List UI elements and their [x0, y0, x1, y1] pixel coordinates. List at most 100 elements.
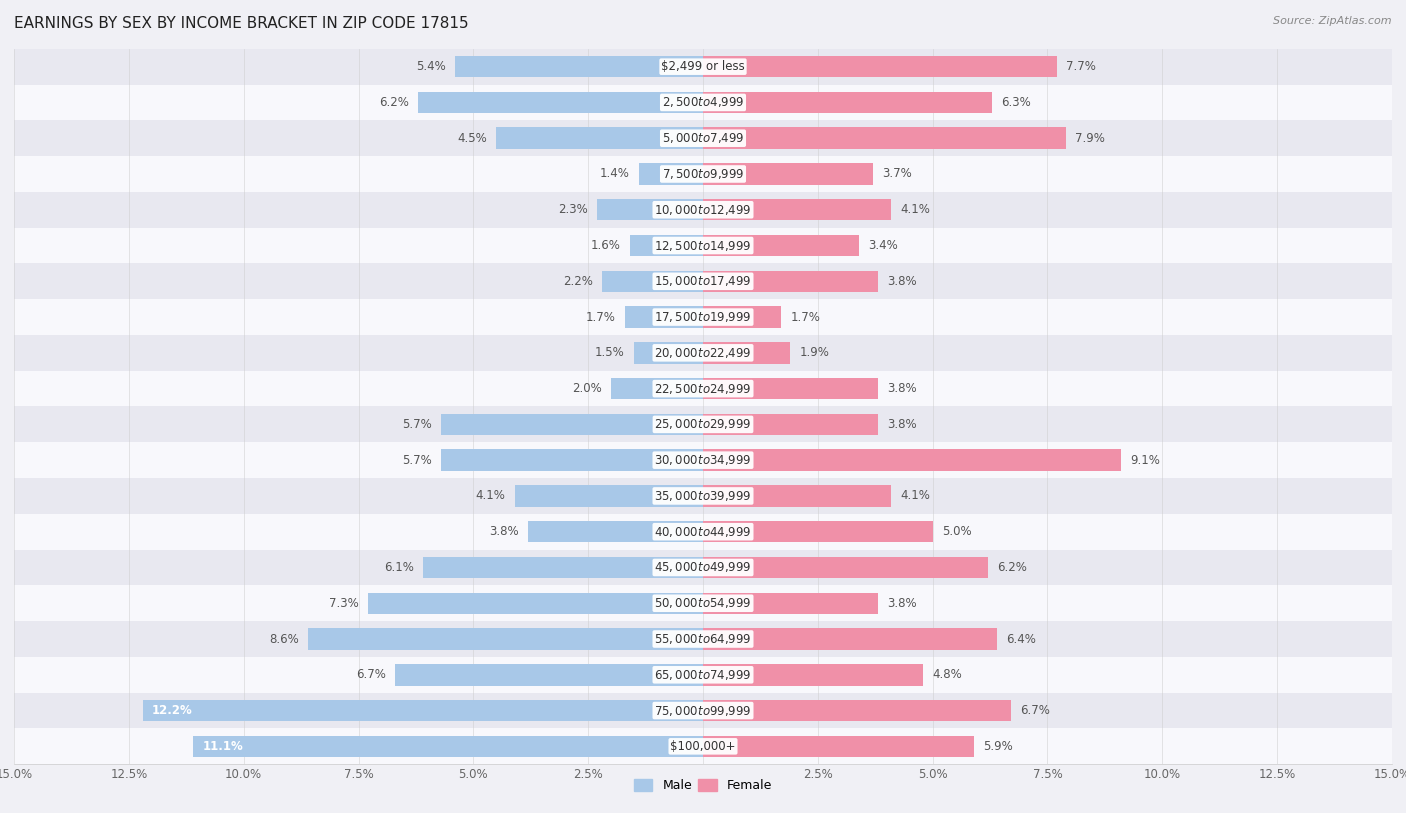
Text: $12,500 to $14,999: $12,500 to $14,999: [654, 238, 752, 253]
Bar: [0, 514, 1406, 550]
Text: $65,000 to $74,999: $65,000 to $74,999: [654, 667, 752, 682]
Text: 3.8%: 3.8%: [489, 525, 519, 538]
Text: 2.0%: 2.0%: [572, 382, 602, 395]
Text: $10,000 to $12,499: $10,000 to $12,499: [654, 202, 752, 217]
Bar: [634, 342, 703, 363]
Bar: [703, 342, 790, 363]
Bar: [308, 628, 703, 650]
Text: 5.0%: 5.0%: [942, 525, 972, 538]
Bar: [624, 307, 703, 328]
Text: 6.1%: 6.1%: [384, 561, 413, 574]
Text: $45,000 to $49,999: $45,000 to $49,999: [654, 560, 752, 575]
Text: $50,000 to $54,999: $50,000 to $54,999: [654, 596, 752, 611]
Bar: [0, 406, 1406, 442]
Bar: [703, 450, 1121, 471]
Text: 5.7%: 5.7%: [402, 418, 432, 431]
Bar: [703, 557, 988, 578]
Bar: [703, 128, 1066, 149]
Text: $17,500 to $19,999: $17,500 to $19,999: [654, 310, 752, 324]
Text: 4.5%: 4.5%: [457, 132, 486, 145]
Bar: [515, 485, 703, 506]
Text: 4.1%: 4.1%: [900, 489, 931, 502]
Bar: [441, 450, 703, 471]
Bar: [423, 557, 703, 578]
Text: 7.9%: 7.9%: [1076, 132, 1105, 145]
Bar: [703, 485, 891, 506]
Bar: [703, 307, 782, 328]
Text: 1.5%: 1.5%: [595, 346, 624, 359]
Text: 6.3%: 6.3%: [1001, 96, 1031, 109]
Bar: [142, 700, 703, 721]
Text: 2.2%: 2.2%: [562, 275, 593, 288]
Bar: [703, 271, 877, 292]
Text: 4.8%: 4.8%: [932, 668, 962, 681]
Bar: [368, 593, 703, 614]
Bar: [0, 657, 1406, 693]
Text: 7.3%: 7.3%: [329, 597, 359, 610]
Bar: [703, 378, 877, 399]
Bar: [703, 235, 859, 256]
Bar: [529, 521, 703, 542]
Text: 5.9%: 5.9%: [983, 740, 1012, 753]
Text: 3.8%: 3.8%: [887, 275, 917, 288]
Text: 3.8%: 3.8%: [887, 382, 917, 395]
Bar: [0, 335, 1406, 371]
Bar: [703, 593, 877, 614]
Bar: [638, 163, 703, 185]
Text: $2,500 to $4,999: $2,500 to $4,999: [662, 95, 744, 110]
Bar: [602, 271, 703, 292]
Text: 4.1%: 4.1%: [475, 489, 506, 502]
Text: 11.1%: 11.1%: [202, 740, 243, 753]
Text: $20,000 to $22,499: $20,000 to $22,499: [654, 346, 752, 360]
Text: 3.4%: 3.4%: [869, 239, 898, 252]
Text: $2,499 or less: $2,499 or less: [661, 60, 745, 73]
Text: 9.1%: 9.1%: [1130, 454, 1160, 467]
Text: 3.8%: 3.8%: [887, 597, 917, 610]
Bar: [441, 414, 703, 435]
Text: 1.4%: 1.4%: [599, 167, 630, 180]
Bar: [703, 163, 873, 185]
Text: 6.4%: 6.4%: [1007, 633, 1036, 646]
Bar: [703, 736, 974, 757]
Bar: [0, 478, 1406, 514]
Text: EARNINGS BY SEX BY INCOME BRACKET IN ZIP CODE 17815: EARNINGS BY SEX BY INCOME BRACKET IN ZIP…: [14, 16, 468, 31]
Bar: [703, 628, 997, 650]
Text: 12.2%: 12.2%: [152, 704, 193, 717]
Bar: [0, 120, 1406, 156]
Text: $7,500 to $9,999: $7,500 to $9,999: [662, 167, 744, 181]
Bar: [456, 56, 703, 77]
Text: 6.7%: 6.7%: [1019, 704, 1050, 717]
Bar: [496, 128, 703, 149]
Bar: [703, 56, 1057, 77]
Bar: [0, 263, 1406, 299]
Bar: [0, 49, 1406, 85]
Bar: [703, 92, 993, 113]
Legend: Male, Female: Male, Female: [628, 774, 778, 798]
Text: 3.8%: 3.8%: [887, 418, 917, 431]
Text: 6.2%: 6.2%: [380, 96, 409, 109]
Bar: [703, 199, 891, 220]
Bar: [0, 550, 1406, 585]
Bar: [598, 199, 703, 220]
Bar: [0, 371, 1406, 406]
Text: $35,000 to $39,999: $35,000 to $39,999: [654, 489, 752, 503]
Text: $22,500 to $24,999: $22,500 to $24,999: [654, 381, 752, 396]
Text: $25,000 to $29,999: $25,000 to $29,999: [654, 417, 752, 432]
Bar: [0, 228, 1406, 263]
Text: $55,000 to $64,999: $55,000 to $64,999: [654, 632, 752, 646]
Bar: [418, 92, 703, 113]
Bar: [0, 156, 1406, 192]
Text: 1.7%: 1.7%: [790, 311, 820, 324]
Text: 2.3%: 2.3%: [558, 203, 588, 216]
Text: 5.7%: 5.7%: [402, 454, 432, 467]
Bar: [0, 192, 1406, 228]
Bar: [630, 235, 703, 256]
Bar: [0, 85, 1406, 120]
Text: 3.7%: 3.7%: [882, 167, 912, 180]
Text: 7.7%: 7.7%: [1066, 60, 1095, 73]
Text: 4.1%: 4.1%: [900, 203, 931, 216]
Bar: [0, 621, 1406, 657]
Text: $5,000 to $7,499: $5,000 to $7,499: [662, 131, 744, 146]
Bar: [395, 664, 703, 685]
Text: 1.9%: 1.9%: [800, 346, 830, 359]
